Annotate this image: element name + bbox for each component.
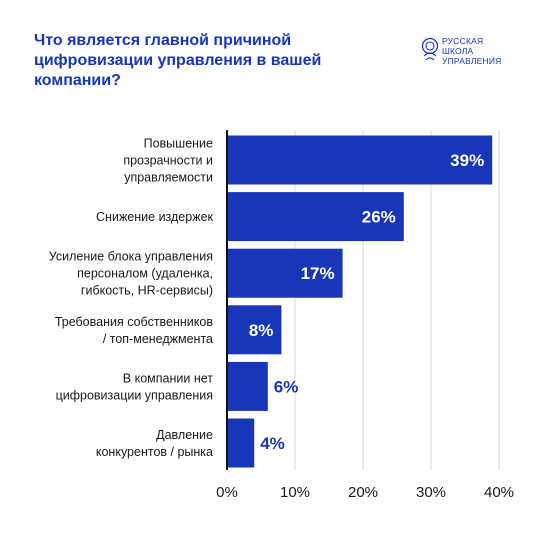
category-label: В компании нет цифровизации управления <box>56 371 214 402</box>
category-label: Требования собственников / топ-менеджмент… <box>55 315 214 346</box>
bar <box>227 135 493 185</box>
chart-title: Что является главной причиной цифровизац… <box>34 32 322 89</box>
bar <box>227 305 282 355</box>
category-label: Усиление блока управления персоналом (уда… <box>49 250 213 298</box>
logo: РУССКАЯ ШКОЛА УПРАВЛЕНИЯ <box>420 36 530 70</box>
x-tick-label: 10% <box>280 484 310 501</box>
bar <box>227 192 404 242</box>
category-label: Снижение издержек <box>96 210 213 224</box>
x-tick-label: 30% <box>416 484 446 501</box>
bar-value-label: 6% <box>274 377 299 396</box>
logo-emblem-icon <box>421 37 439 61</box>
bar-value-label: 17% <box>301 264 335 283</box>
logo-line-2: ШКОЛА <box>442 46 474 56</box>
logo-line-1: РУССКАЯ <box>442 36 484 46</box>
logo-line-3: УПРАВЛЕНИЯ <box>442 56 502 66</box>
logo-text: РУССКАЯ ШКОЛА УПРАВЛЕНИЯ <box>442 36 502 66</box>
bar-value-label: 8% <box>249 321 274 340</box>
bar <box>227 248 343 298</box>
category-label: Давление конкурентов / рынка <box>96 428 213 459</box>
bar <box>227 418 255 468</box>
category-label: Повышение прозрачности и управляемости <box>123 137 213 185</box>
x-tick-label: 20% <box>348 484 378 501</box>
bar <box>227 361 268 411</box>
bar-value-label: 39% <box>450 151 484 170</box>
bar-value-label: 26% <box>362 208 396 227</box>
x-tick-label: 0% <box>216 484 238 501</box>
x-tick-label: 40% <box>484 484 514 501</box>
bar-value-label: 4% <box>260 434 285 453</box>
